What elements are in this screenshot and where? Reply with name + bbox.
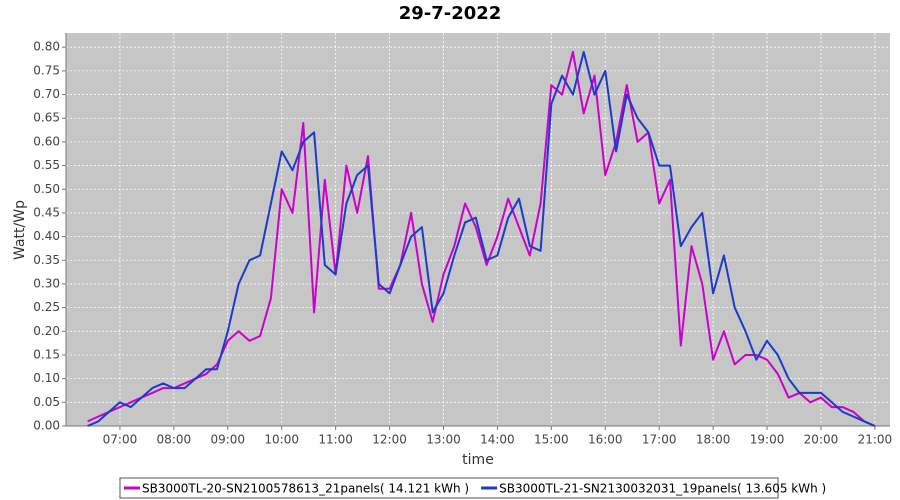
y-tick-label: 0.50 [33,182,60,196]
x-tick-label: 07:00 [103,433,138,447]
y-tick-label: 0.60 [33,134,60,148]
x-tick-label: 20:00 [804,433,839,447]
y-tick-label: 0.20 [33,324,60,338]
y-tick-label: 0.35 [33,253,60,267]
x-tick-label: 21:00 [858,433,893,447]
y-tick-label: 0.75 [33,63,60,77]
y-tick-label: 0.25 [33,300,60,314]
y-tick-label: 0.45 [33,205,60,219]
x-tick-label: 12:00 [372,433,407,447]
x-tick-label: 13:00 [426,433,461,447]
x-tick-label: 16:00 [588,433,623,447]
y-tick-label: 0.15 [33,347,60,361]
x-tick-label: 08:00 [157,433,192,447]
y-tick-label: 0.05 [33,395,60,409]
y-axis-label: Watt/Wp [12,200,28,260]
y-tick-label: 0.10 [33,371,60,385]
x-tick-label: 09:00 [210,433,245,447]
y-tick-label: 0.30 [33,276,60,290]
x-tick-label: 15:00 [534,433,569,447]
y-tick-label: 0.00 [33,419,60,433]
x-tick-label: 11:00 [318,433,353,447]
legend-label: SB3000TL-20-SN2100578613_21panels( 14.12… [142,482,469,496]
x-tick-label: 10:00 [264,433,299,447]
x-tick-label: 19:00 [750,433,785,447]
y-tick-label: 0.65 [33,111,60,125]
x-axis-label: time [462,452,494,468]
y-tick-label: 0.70 [33,87,60,101]
chart-title: 29-7-2022 [399,3,502,24]
legend-box [119,477,779,499]
legend-label: SB3000TL-21-SN2130032031_19panels( 13.60… [499,482,826,496]
series-line [87,50,876,427]
y-tick-label: 0.40 [33,229,60,243]
x-tick-label: 18:00 [696,433,731,447]
x-tick-label: 14:00 [480,433,515,447]
y-tick-label: 0.80 [33,40,60,54]
x-tick-label: 17:00 [642,433,677,447]
y-tick-label: 0.55 [33,158,60,172]
